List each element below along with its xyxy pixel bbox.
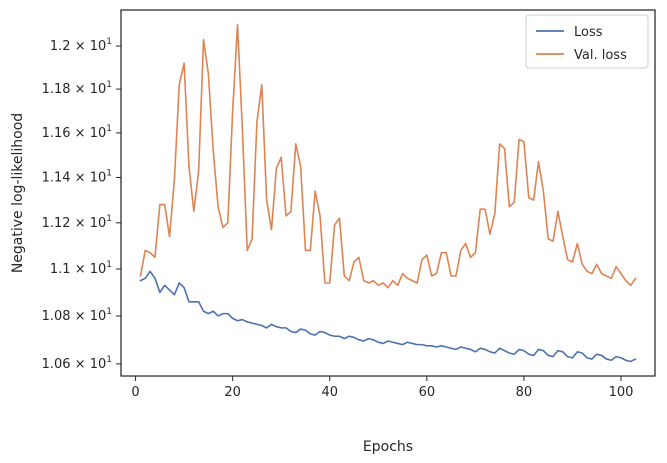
x-tick-label: 40: [321, 385, 338, 400]
x-tick-label: 20: [224, 385, 241, 400]
plot-frame: [120, 9, 656, 377]
x-tick-label: 0: [131, 385, 139, 400]
series-lines: [139, 23, 637, 363]
y-tick-label: 1.1 × 101: [50, 260, 112, 277]
series-line-loss: [139, 270, 637, 363]
series-line-val-loss: [139, 23, 637, 289]
plot-background: [121, 10, 655, 376]
legend: Loss Val. loss: [525, 14, 649, 69]
y-tick-label: 1.06 × 101: [42, 355, 112, 372]
y-tick-label: 1.18 × 101: [42, 80, 112, 97]
y-tick-label: 1.16 × 101: [42, 124, 112, 141]
x-axis-title: Epochs: [363, 439, 413, 455]
x-axis-ticks: 0 20 40 60 80 100: [131, 376, 633, 400]
x-tick-label: 80: [516, 385, 533, 400]
y-tick-label: 1.08 × 101: [42, 307, 112, 324]
legend-label-val-loss: Val. loss: [574, 48, 627, 63]
y-axis-ticks: 1.06 × 101 1.08 × 101 1.1 × 101 1.12 × 101 1…: [42, 37, 121, 372]
x-tick-label: 100: [609, 385, 634, 400]
y-tick-label: 1.12 × 101: [42, 214, 112, 231]
x-tick-label: 60: [419, 385, 436, 400]
y-tick-label: 1.14 × 101: [42, 168, 112, 185]
legend-label-loss: Loss: [574, 25, 603, 40]
y-axis-title: Negative log-likelihood: [10, 113, 26, 273]
y-tick-label: 1.2 × 101: [50, 37, 112, 54]
